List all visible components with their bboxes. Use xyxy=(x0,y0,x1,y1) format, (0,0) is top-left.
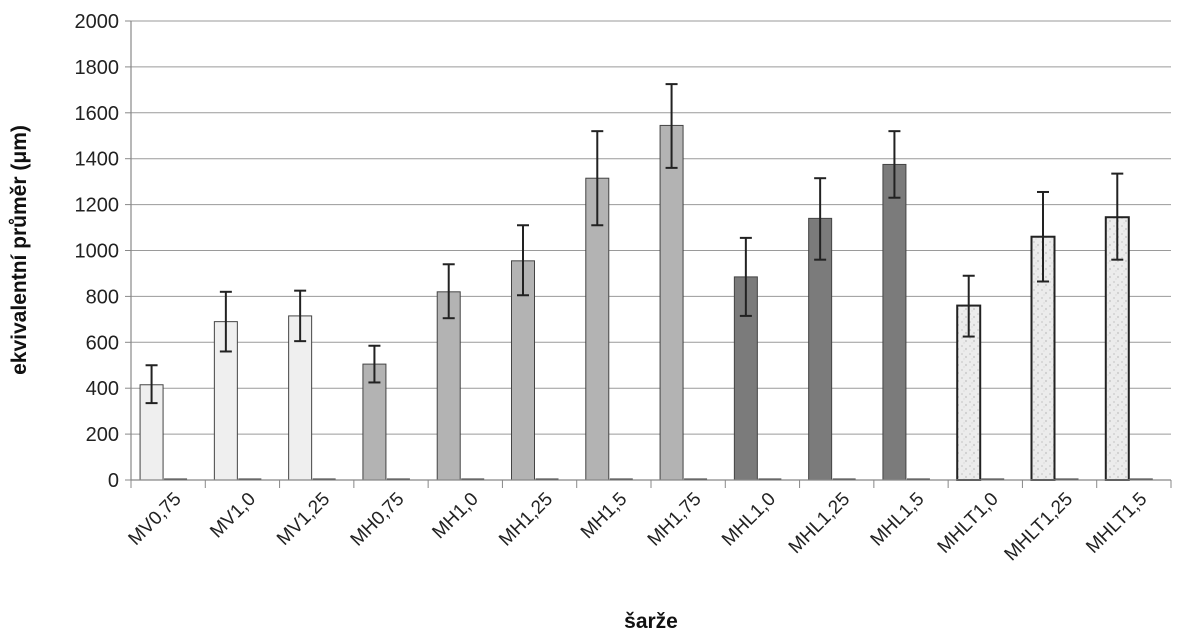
y-tick-label: 1200 xyxy=(75,195,120,217)
y-tick-label: 1400 xyxy=(75,149,120,171)
error-bar-MH1,0 xyxy=(442,263,455,320)
x-tick-label: MHL1,25 xyxy=(785,489,854,558)
error-bar-MHL1,5 xyxy=(888,130,901,199)
x-tick-label: MV0,75 xyxy=(125,489,186,550)
bar-second-MV1,25 xyxy=(312,478,336,480)
x-tick-label: MHLT1,0 xyxy=(934,489,1003,558)
y-tick-label: 600 xyxy=(86,332,119,354)
bar-second-MH1,5 xyxy=(609,478,633,480)
bar-second-MHL1,5 xyxy=(906,478,930,480)
x-tick-label: MHL1,0 xyxy=(718,489,780,551)
x-tick-label: MH1,25 xyxy=(495,489,557,551)
error-bar-MHLT1,0 xyxy=(962,274,975,338)
bar-second-MH1,75 xyxy=(684,478,708,480)
bar-second-MHLT1,5 xyxy=(1129,478,1153,480)
error-bar-MHLT1,25 xyxy=(1037,190,1049,283)
x-axis xyxy=(130,21,1172,488)
error-bars xyxy=(145,83,1124,405)
y-tick-label: 0 xyxy=(108,470,119,492)
y-tick-label: 1600 xyxy=(75,103,120,125)
y-tick-label: 400 xyxy=(86,378,119,400)
error-bar-MH1,25 xyxy=(517,224,529,297)
gridlines xyxy=(131,20,1171,435)
bar-second-MHLT1,25 xyxy=(1055,478,1079,480)
x-tick-label: MHLT1,5 xyxy=(1082,489,1151,558)
error-bar-MV0,75 xyxy=(145,364,158,405)
error-bar-MH1,75 xyxy=(665,83,678,169)
x-tick-label: MH1,0 xyxy=(428,489,482,543)
bar-second-MHL1,25 xyxy=(832,478,856,480)
bar-second-MH0,75 xyxy=(386,478,410,480)
error-bar-MV1,25 xyxy=(294,289,307,343)
y-tick-label: 200 xyxy=(86,424,119,446)
error-bar-MHL1,0 xyxy=(739,236,752,317)
x-axis-tick-labels: MV0,75 MV1,0 MV1,25 MH0,75 MH1,0 MH1,25 MH1,5 M… xyxy=(125,489,1152,566)
bar-second-MV1,0 xyxy=(238,478,262,480)
x-tick-label: MV1,0 xyxy=(206,489,260,543)
bar-second-MH1,0 xyxy=(461,478,485,480)
x-tick-label: MHLT1,25 xyxy=(1001,489,1078,566)
y-tick-label: 1800 xyxy=(75,57,120,79)
bar-second-MHL1,0 xyxy=(758,478,782,480)
x-tick-label: MH1,75 xyxy=(644,489,706,551)
bar-MHL1,5 xyxy=(882,163,907,481)
x-axis-title: šarže xyxy=(624,610,678,633)
error-bar-MH0,75 xyxy=(368,344,381,384)
x-tick-label: MV1,25 xyxy=(273,489,334,550)
bar-second-MHLT1,0 xyxy=(981,478,1005,480)
error-bar-MHL1,25 xyxy=(814,177,827,261)
x-tick-label: MH0,75 xyxy=(347,489,409,551)
y-tick-label: 800 xyxy=(86,286,119,308)
bar-second-MV0,75 xyxy=(164,478,188,480)
error-bar-MH1,5 xyxy=(591,130,604,227)
y-tick-label: 1000 xyxy=(75,241,120,263)
bar-MH1,75 xyxy=(659,124,684,481)
y-axis-title: ekvivalentní průměr (μm) xyxy=(8,125,31,375)
bars xyxy=(139,124,1153,481)
x-tick-label: MHL1,5 xyxy=(867,489,929,551)
error-bar-MHLT1,5 xyxy=(1111,172,1124,261)
x-tick-label: MH1,5 xyxy=(577,489,631,543)
y-tick-label: 2000 xyxy=(75,11,120,33)
bar-second-MH1,25 xyxy=(535,478,559,480)
y-axis-ticks: 0 200 400 600 800 1000 1200 1400 1600 1800 2000 xyxy=(75,11,131,492)
bar-MH1,0 xyxy=(436,291,461,481)
error-bar-MV1,0 xyxy=(219,290,232,353)
